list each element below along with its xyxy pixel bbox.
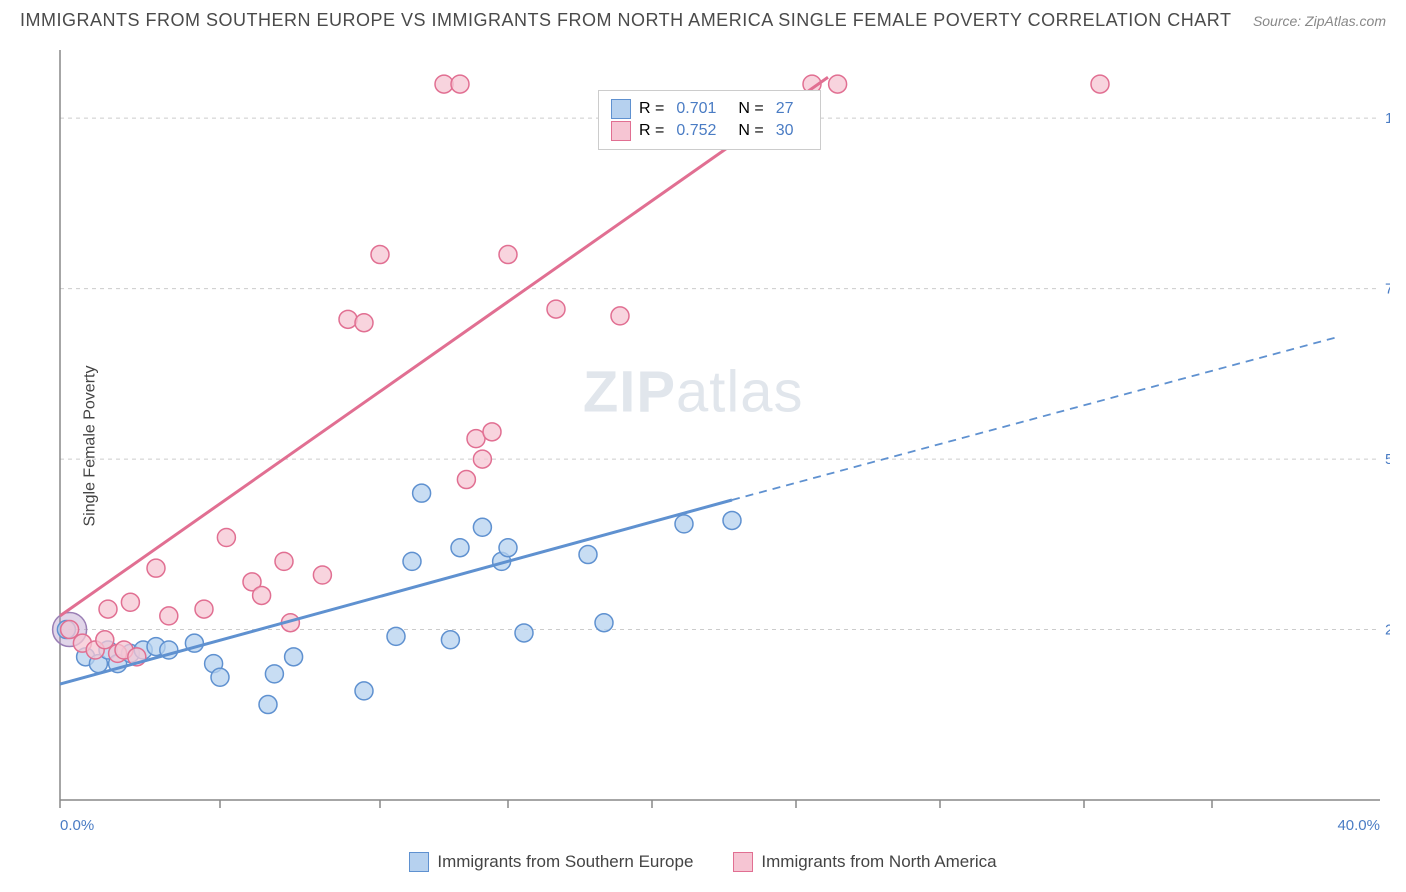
legend-r-value-1: 0.701 [676,100,716,118]
svg-text:100.0%: 100.0% [1385,110,1390,127]
svg-text:50.0%: 50.0% [1385,451,1390,468]
legend-n-value-1: 27 [776,100,794,118]
legend-swatch-1 [611,99,631,119]
chart-title: IMMIGRANTS FROM SOUTHERN EUROPE VS IMMIG… [20,10,1231,31]
scatter-chart-svg: 25.0% 50.0% 75.0% 100.0% 0.0% 40.0% [50,40,1390,840]
svg-text:0.0%: 0.0% [60,817,94,834]
svg-text:25.0%: 25.0% [1385,622,1390,639]
title-bar: IMMIGRANTS FROM SOUTHERN EUROPE VS IMMIG… [20,10,1386,31]
legend-swatch-2 [611,121,631,141]
chart-area: 25.0%50.0%75.0%100.0%0.0%40.0% ZIPatlas … [50,40,1390,840]
legend-r-label: R = [639,100,664,118]
legend-row-series-2: R = 0.752 N = 30 [611,121,808,141]
legend-n-value-2: 30 [776,122,794,140]
bottom-label-1: Immigrants from Southern Europe [437,852,693,872]
bottom-swatch-2 [733,852,753,872]
bottom-legend-item-2: Immigrants from North America [733,852,996,872]
legend-n-label: N = [738,122,763,140]
legend-n-label: N = [738,100,763,118]
correlation-legend: R = 0.701 N = 27 R = 0.752 N = 30 [598,90,821,150]
bottom-label-2: Immigrants from North America [761,852,996,872]
bottom-swatch-1 [409,852,429,872]
bottom-legend-item-1: Immigrants from Southern Europe [409,852,693,872]
legend-row-series-1: R = 0.701 N = 27 [611,99,808,119]
legend-r-value-2: 0.752 [676,122,716,140]
bottom-legend: Immigrants from Southern Europe Immigran… [0,852,1406,872]
source-attribution: Source: ZipAtlas.com [1253,13,1386,29]
legend-r-label: R = [639,122,664,140]
svg-text:40.0%: 40.0% [1337,817,1380,834]
svg-text:75.0%: 75.0% [1385,281,1390,298]
